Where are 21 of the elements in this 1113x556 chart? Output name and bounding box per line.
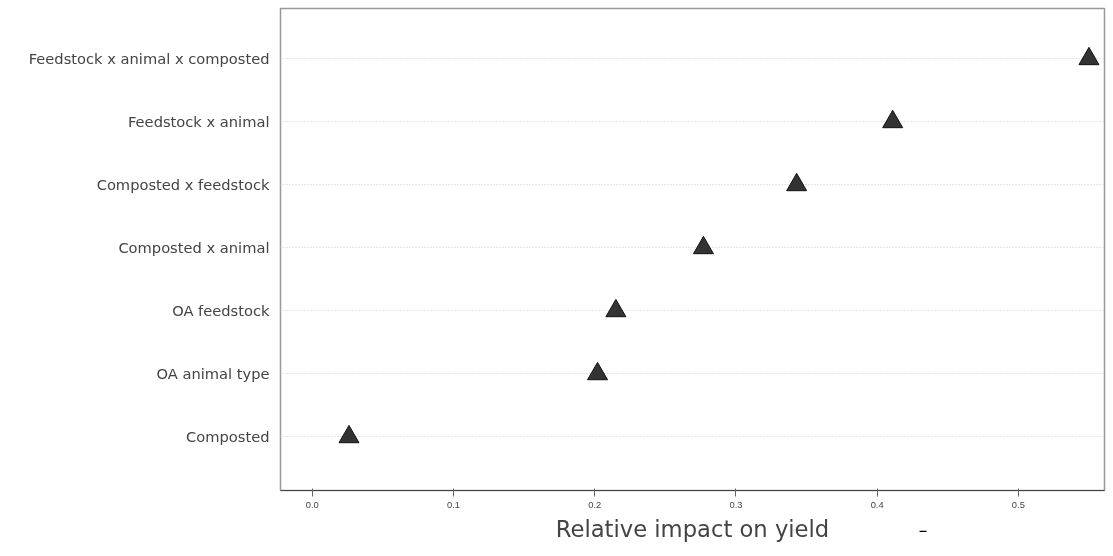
point <box>1078 46 1100 66</box>
x-tick-label: 0.4 <box>870 499 884 510</box>
x-tick-label: 0.1 <box>447 499 460 510</box>
x-axis-title: Relative impact on yield <box>555 515 830 542</box>
point <box>692 235 714 255</box>
x-tick-label: 0.0 <box>305 499 319 510</box>
y-tick-label: Composted <box>186 428 270 446</box>
y-tick-label: Feedstock x animal <box>127 113 270 131</box>
x-tick-label: 0.2 <box>588 499 602 510</box>
point <box>882 109 904 129</box>
point <box>587 361 609 381</box>
y-tick-label: Composted x animal <box>118 239 270 257</box>
y-tick-label: Composted x feedstock <box>96 176 271 194</box>
point <box>338 424 360 444</box>
point <box>786 172 808 192</box>
x-tick-label: 0.5 <box>1011 499 1025 510</box>
point <box>605 298 627 318</box>
y-tick-label: OA feedstock <box>172 302 271 320</box>
y-tick-label: Feedstock x animal x composted <box>28 50 270 68</box>
y-tick-label: OA animal type <box>156 365 270 383</box>
x-tick-label: 0.3 <box>729 499 743 510</box>
